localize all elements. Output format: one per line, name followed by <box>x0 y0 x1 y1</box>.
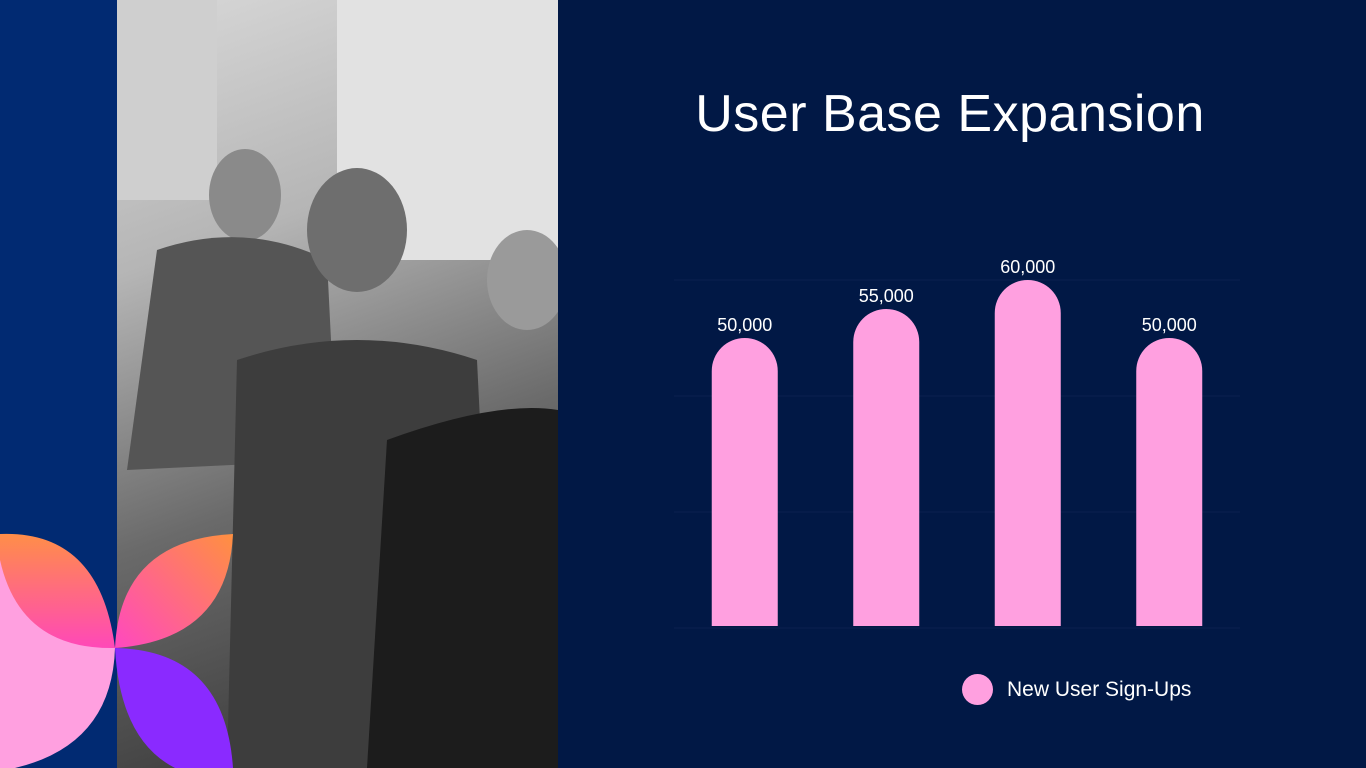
team-meeting-photo <box>117 0 558 768</box>
chart-legend: New User Sign-Ups <box>962 674 1191 705</box>
photo-illustration <box>117 0 558 768</box>
slide-title: User Base Expansion <box>695 85 1205 143</box>
legend-swatch <box>962 674 993 705</box>
data-label: 50,000 <box>717 315 772 335</box>
data-label: 50,000 <box>1142 315 1197 335</box>
data-label: 55,000 <box>859 286 914 306</box>
petal-purple <box>115 648 233 768</box>
decorative-petals <box>0 533 233 768</box>
bar <box>1136 338 1203 626</box>
bar <box>994 280 1061 626</box>
petal-orange-right <box>115 534 233 648</box>
data-label: 60,000 <box>1000 257 1055 277</box>
bar <box>711 338 778 626</box>
petal-orange-left <box>0 533 115 649</box>
bar <box>853 309 920 626</box>
legend-label: New User Sign-Ups <box>1007 677 1192 701</box>
